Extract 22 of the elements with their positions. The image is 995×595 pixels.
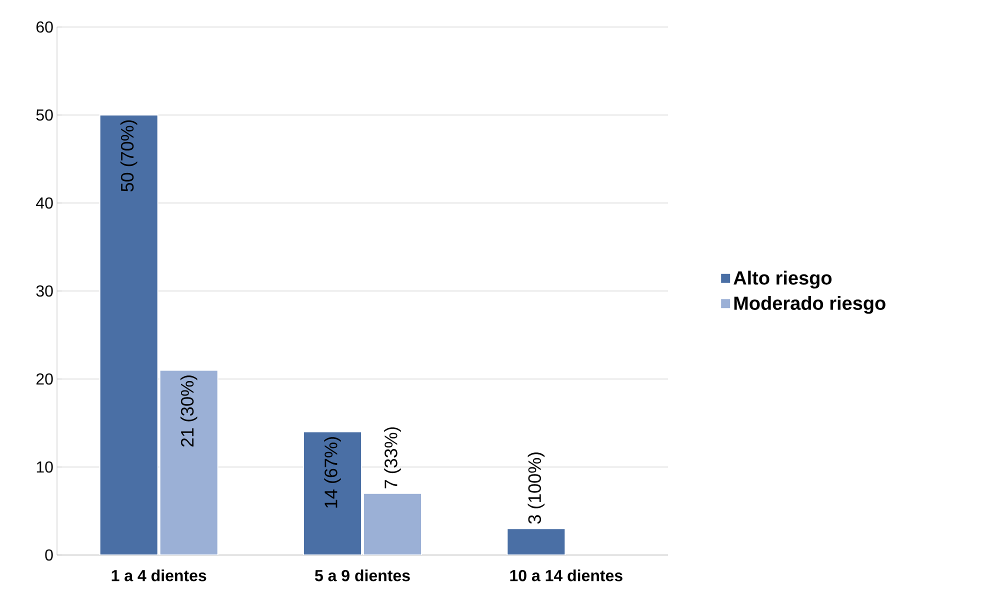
bar [303,431,362,555]
legend-label: Alto riesgo [734,270,832,289]
y-tick-label: 50 [36,109,53,121]
data-label: 21 (30%) [180,376,198,447]
y-tick-label: 10 [36,461,53,473]
bar [99,114,158,555]
x-tick-label: 5 a 9 dientes [314,570,410,582]
y-tick-label: 30 [36,285,53,297]
y-tick-label: 20 [36,373,53,385]
bar [159,370,218,555]
bar [506,528,566,555]
y-tick-label: 60 [36,21,53,33]
legend-label: Moderado riesgo [734,296,886,314]
x-tick-label: 1 a 4 dientes [112,570,206,582]
y-tick-label: 0 [45,549,53,561]
data-label: 14 (67%) [324,437,341,508]
data-label: 50 (70%) [120,120,138,192]
data-label: 3 (100%) [528,452,545,524]
bar [363,492,422,555]
y-tick-label: 40 [36,197,53,209]
data-label: 7 (33%) [384,427,401,488]
x-tick-label: 10 a 14 dientes [510,570,622,582]
